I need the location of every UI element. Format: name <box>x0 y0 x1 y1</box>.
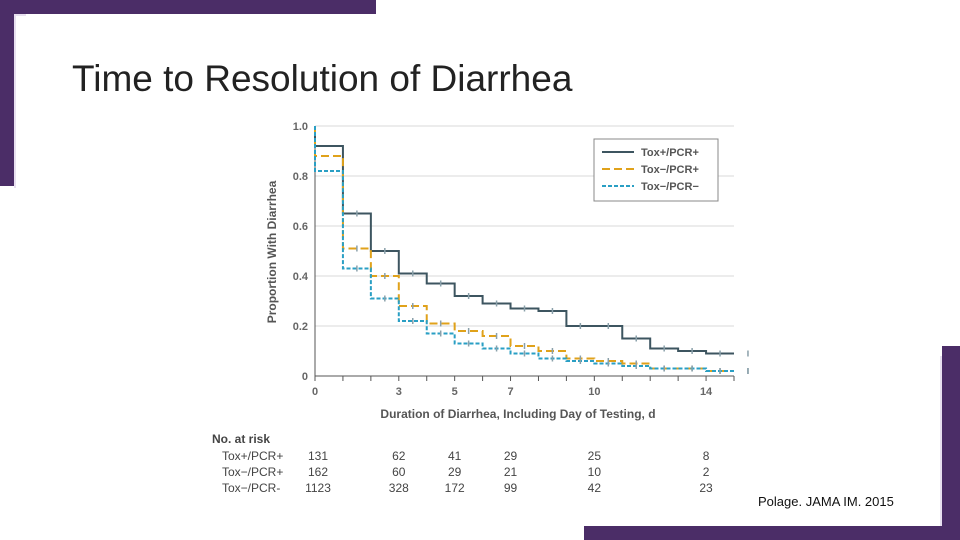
risk-row-label: Tox−/PCR+ <box>222 465 283 479</box>
risk-value: 62 <box>392 449 406 463</box>
risk-value: 21 <box>504 465 518 479</box>
accent-bar-right <box>942 346 960 540</box>
x-axis-label: Duration of Diarrhea, Including Day of T… <box>380 407 655 421</box>
accent-bar-top <box>0 0 376 14</box>
risk-value: 172 <box>445 481 465 495</box>
x-tick-label: 5 <box>452 386 458 398</box>
frame-corner-top-left <box>14 14 26 188</box>
y-tick-label: 0.8 <box>293 171 308 183</box>
x-tick-label: 10 <box>588 386 600 398</box>
x-tick-label: 14 <box>700 386 713 398</box>
y-tick-label: 0.2 <box>293 321 308 333</box>
risk-value: 10 <box>588 465 602 479</box>
risk-value: 41 <box>448 449 462 463</box>
risk-value: 29 <box>504 449 518 463</box>
risk-value: 328 <box>389 481 409 495</box>
risk-value: 23 <box>699 481 713 495</box>
x-tick-label: 7 <box>507 386 513 398</box>
y-tick-label: 0.6 <box>293 221 308 233</box>
accent-bar-bottom <box>584 526 960 540</box>
series-line-3 <box>314 126 734 372</box>
legend-label-3: Tox−/PCR− <box>641 181 699 193</box>
risk-table-title: No. at risk <box>212 432 270 446</box>
risk-value: 29 <box>448 465 462 479</box>
chart-legend: Tox+/PCR+ Tox−/PCR+ Tox−/PCR− <box>593 138 719 202</box>
risk-value: 2 <box>703 465 710 479</box>
risk-value: 1123 <box>305 481 331 495</box>
chart-axes: 0 0.2 0.4 0.6 0.8 1.0 0 3 5 7 10 14 <box>293 121 735 398</box>
y-tick-label: 1.0 <box>293 121 308 133</box>
risk-value: 99 <box>504 481 518 495</box>
chart-series <box>314 126 749 374</box>
risk-value: 60 <box>392 465 406 479</box>
frame-corner-bottom-right <box>930 356 942 526</box>
accent-bar-left <box>0 0 14 186</box>
x-tick-label: 3 <box>396 386 402 398</box>
legend-label-2: Tox−/PCR+ <box>641 164 699 176</box>
y-tick-label: 0.4 <box>293 271 309 283</box>
risk-value: 131 <box>308 449 328 463</box>
citation: Polage. JAMA IM. 2015 <box>758 494 894 509</box>
risk-row-label: Tox+/PCR+ <box>222 449 283 463</box>
y-axis-label: Proportion With Diarrhea <box>265 180 279 323</box>
risk-row-label: Tox−/PCR- <box>222 481 280 495</box>
legend-label-1: Tox+/PCR+ <box>641 147 699 159</box>
series-line-2 <box>314 126 734 372</box>
risk-value: 42 <box>588 481 602 495</box>
series-line-1 <box>314 126 734 355</box>
risk-value: 162 <box>308 465 328 479</box>
risk-value: 25 <box>588 449 602 463</box>
risk-value: 8 <box>703 449 710 463</box>
x-tick-label: 0 <box>312 386 318 398</box>
slide-title: Time to Resolution of Diarrhea <box>72 58 573 99</box>
y-tick-label: 0 <box>302 371 308 383</box>
